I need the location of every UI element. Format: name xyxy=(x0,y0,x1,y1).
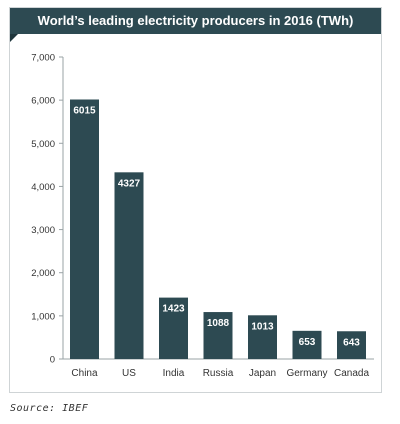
y-tick-label: 1,000 xyxy=(31,311,55,322)
bar-value-label: 653 xyxy=(299,337,316,348)
bar-value-label: 1088 xyxy=(207,318,230,329)
x-tick-label: China xyxy=(71,368,98,379)
bar xyxy=(159,297,188,359)
bar-value-label: 1423 xyxy=(162,304,185,315)
bar xyxy=(70,99,99,359)
title-bar-fold xyxy=(10,34,18,42)
y-tick-label: 5,000 xyxy=(31,139,55,150)
y-tick-label: 3,000 xyxy=(31,225,55,236)
y-tick-label: 6,000 xyxy=(31,96,55,107)
y-tick-label: 0 xyxy=(50,355,55,366)
bar xyxy=(203,312,233,359)
bar xyxy=(248,315,277,359)
y-tick-label: 4,000 xyxy=(31,182,55,193)
y-tick-label: 2,000 xyxy=(31,268,55,279)
chart-title: World’s leading electricity producers in… xyxy=(37,13,354,28)
x-tick-label: Canada xyxy=(334,368,369,379)
x-tick-label: India xyxy=(163,368,185,379)
bar xyxy=(114,172,144,359)
y-tick-label: 7,000 xyxy=(31,53,55,64)
chart-title-bar: World’s leading electricity producers in… xyxy=(10,8,381,34)
bar xyxy=(292,330,322,359)
bar-value-label: 643 xyxy=(343,337,360,348)
bar-value-label: 6015 xyxy=(73,105,96,116)
bar xyxy=(337,331,366,359)
x-tick-label: Russia xyxy=(203,368,234,379)
x-tick-label: Germany xyxy=(286,368,327,379)
bar-value-label: 4327 xyxy=(118,178,141,189)
x-tick-label: US xyxy=(122,368,136,379)
bar-value-label: 1013 xyxy=(251,321,274,332)
x-tick-label: Japan xyxy=(249,368,276,379)
source-note: Source: IBEF xyxy=(10,403,89,414)
